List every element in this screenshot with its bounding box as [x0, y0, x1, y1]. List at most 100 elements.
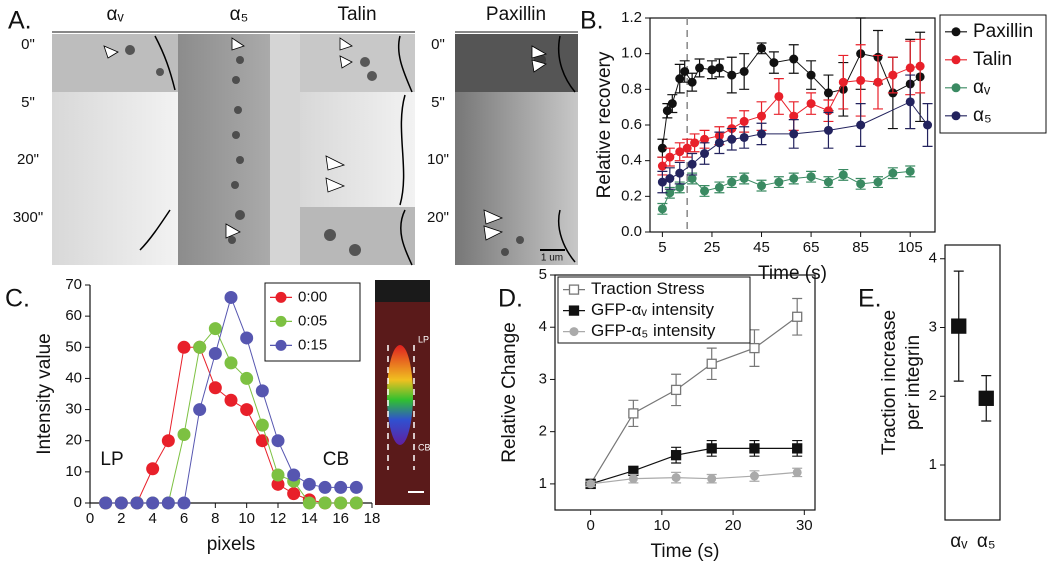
time-label: 10"	[427, 151, 449, 168]
x-axis-label: Time (s)	[651, 541, 720, 562]
marker	[905, 97, 915, 107]
marker	[675, 74, 685, 84]
y-axis-label: Traction increase	[879, 310, 900, 455]
inset-image	[375, 280, 430, 505]
marker	[789, 129, 799, 139]
marker	[806, 99, 816, 109]
y-tick-label: 20	[65, 432, 82, 449]
marker	[161, 496, 175, 510]
legend-label: Traction Stress	[591, 279, 705, 298]
legend-label: α₅	[973, 105, 992, 126]
marker	[687, 174, 697, 183]
panel: B. 0.0 0.2 0.4 0.6 0.8 1.0 1.2 5 25 45 65 85 105 Time …	[580, 7, 1047, 284]
y-tick-label: 5	[539, 266, 547, 283]
marker	[923, 120, 933, 130]
marker	[714, 138, 724, 148]
y-tick-label: 1	[539, 475, 547, 492]
marker	[255, 434, 269, 448]
marker	[873, 177, 883, 187]
marker	[177, 340, 191, 354]
marker	[193, 340, 207, 354]
marker	[349, 480, 363, 494]
marker	[675, 182, 685, 192]
y-axis-label: Intensity value	[34, 333, 55, 454]
y-tick-label: 0.8	[621, 80, 642, 97]
marker	[670, 450, 682, 461]
marker	[287, 468, 301, 482]
y-axis-label: per integrin	[903, 335, 924, 430]
marker	[690, 138, 700, 148]
marker	[739, 67, 749, 76]
column-header: Talin	[337, 4, 376, 25]
marker	[774, 177, 784, 187]
series-line	[105, 346, 357, 504]
marker	[146, 462, 160, 476]
legend-label: 0:15	[298, 336, 327, 353]
marker	[334, 496, 348, 510]
y-tick-label: 2	[929, 387, 937, 404]
x-tick-label: 5	[658, 239, 666, 256]
x-tick-label: 105	[898, 239, 923, 256]
plot-frame	[649, 17, 936, 233]
x-tick-label: 16	[332, 510, 349, 527]
plot-frame	[944, 244, 1001, 521]
x-tick-label: 85	[852, 239, 869, 256]
marker	[714, 63, 724, 73]
inset-label: LP	[418, 334, 429, 344]
marker	[707, 474, 717, 484]
legend-marker	[275, 339, 287, 351]
legend-marker	[275, 315, 287, 327]
panel-label: C.	[5, 285, 30, 313]
marker	[670, 384, 682, 396]
marker	[287, 487, 301, 501]
legend-label: αᵥ	[973, 77, 991, 98]
y-tick-label: 3	[929, 318, 937, 335]
image	[270, 34, 300, 265]
marker	[714, 182, 724, 192]
panel-label: A.	[8, 7, 32, 35]
marker	[905, 63, 915, 73]
marker	[657, 143, 667, 153]
marker	[657, 177, 667, 187]
series-line	[590, 471, 798, 485]
marker	[739, 132, 749, 142]
marker	[682, 143, 692, 153]
legend-label: 0:00	[298, 288, 327, 305]
marker	[856, 75, 866, 85]
marker	[757, 111, 767, 121]
marker	[749, 443, 760, 454]
marker	[823, 125, 833, 135]
x-tick-label: 8	[211, 510, 219, 527]
legend-label: 0:05	[298, 312, 327, 329]
time-label: 20"	[427, 209, 449, 226]
time-label: 0"	[21, 36, 35, 53]
y-axis-label: Relative Change	[499, 322, 520, 462]
legend-marker	[568, 305, 580, 316]
marker	[208, 322, 222, 336]
time-label: 20"	[17, 151, 39, 168]
x-tick-label: 6	[180, 510, 188, 527]
marker	[208, 381, 222, 395]
marker	[657, 161, 667, 171]
series-line	[590, 316, 798, 485]
x-tick-label: 30	[796, 517, 813, 534]
panel: E. 1 2 3 4 Traction increase per integrin αᵥ α₅	[858, 244, 1001, 552]
y-tick-label: 4	[929, 250, 937, 267]
marker	[727, 70, 737, 80]
legend-marker	[951, 111, 961, 121]
marker	[271, 477, 285, 491]
marker	[193, 403, 207, 417]
marker	[823, 177, 833, 187]
image	[300, 207, 415, 265]
marker	[838, 170, 848, 180]
marker	[114, 496, 128, 510]
marker	[706, 358, 717, 369]
y-tick-label: 50	[65, 338, 82, 355]
legend-marker	[569, 327, 579, 337]
marker	[915, 61, 925, 71]
y-tick-label: 0.2	[621, 187, 642, 204]
marker	[700, 134, 710, 144]
inset-label: CB	[418, 442, 431, 452]
y-tick-label: 0	[74, 494, 82, 511]
